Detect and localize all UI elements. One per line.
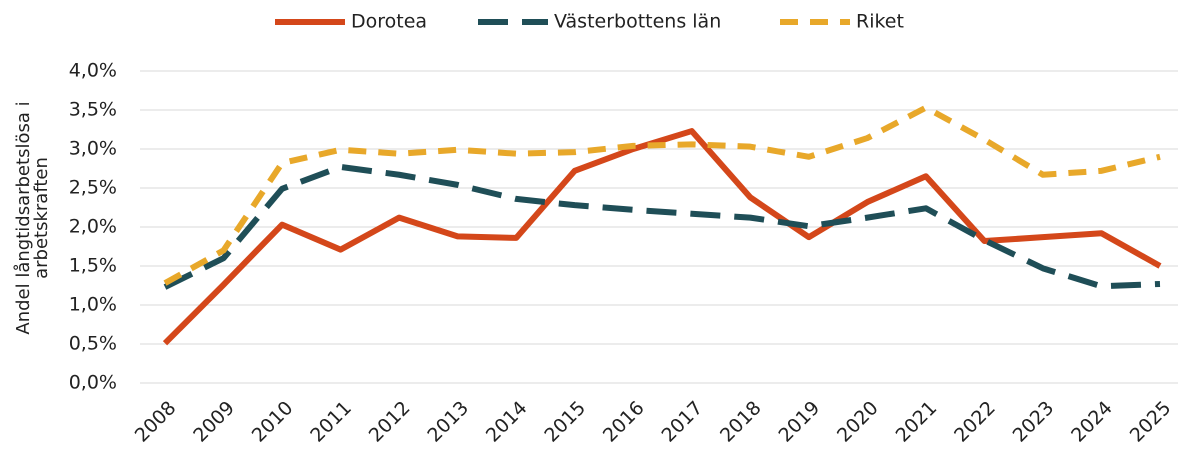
y-tick-label: 0,5%: [69, 333, 117, 355]
x-tick-label: 2017: [657, 397, 707, 447]
x-tick-label: 2013: [423, 397, 473, 447]
y-tick-label: 3,0%: [69, 138, 117, 160]
x-tick-label: 2020: [833, 397, 883, 447]
y-tick-label: 1,0%: [69, 294, 117, 316]
x-tick-label: 2009: [189, 397, 239, 447]
x-tick-label: 2016: [599, 397, 649, 447]
x-tick-label: 2010: [248, 397, 298, 447]
x-tick-label: 2015: [540, 397, 590, 447]
y-tick-label: 4,0%: [69, 60, 117, 82]
x-tick-label: 2019: [774, 397, 824, 447]
y-tick-label: 1,5%: [69, 255, 117, 277]
x-tick-label: 2012: [365, 397, 415, 447]
series-line: [163, 104, 1161, 286]
x-tick-label: 2021: [892, 397, 942, 447]
x-tick-label: 2011: [306, 397, 356, 447]
x-tick-label: 2024: [1067, 397, 1117, 447]
y-axis-label: Andel långtidsarbetslösa i arbetskraften: [13, 101, 52, 335]
x-tick-label: 2025: [1126, 397, 1176, 447]
series-line: [162, 128, 1162, 346]
y-tick-label: 3,5%: [69, 99, 117, 121]
series-line: [163, 163, 1161, 290]
legend-label: Dorotea: [351, 11, 427, 33]
y-tick-label: 2,5%: [69, 177, 117, 199]
x-tick-label: 2023: [1009, 397, 1059, 447]
y-tick-label: 2,0%: [69, 216, 117, 238]
x-tick-label: 2022: [950, 397, 1000, 447]
legend-label: Västerbottens län: [554, 11, 721, 33]
y-tick-label: 0,0%: [69, 372, 117, 394]
x-tick-label: 2014: [482, 397, 532, 447]
x-tick-label: 2018: [716, 397, 766, 447]
legend-label: Riket: [856, 11, 904, 33]
x-tick-label: 2008: [131, 397, 181, 447]
